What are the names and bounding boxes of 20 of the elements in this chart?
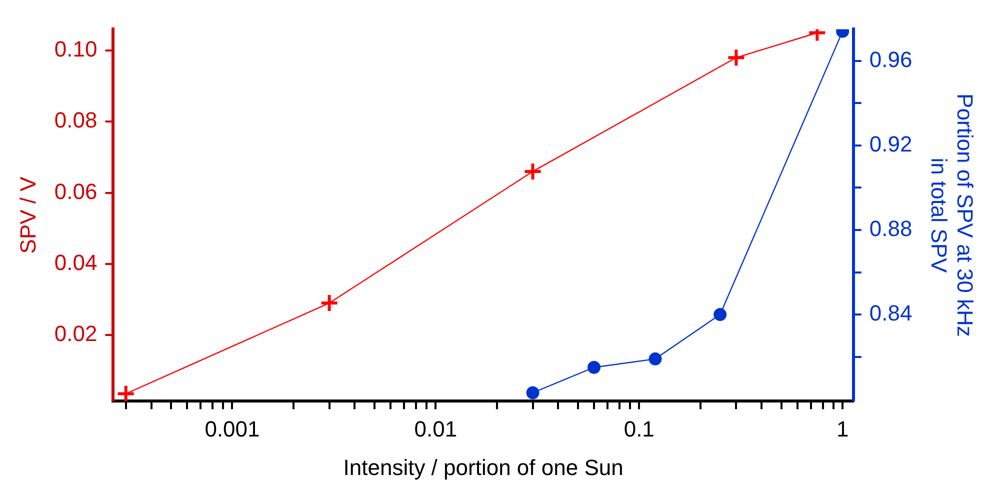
point bbox=[320, 294, 339, 313]
y-tick-label: 0.02 bbox=[54, 321, 98, 346]
x-tick-label: 0.1 bbox=[624, 416, 654, 442]
y2-tick-label: 0.84 bbox=[869, 300, 912, 326]
y2-axis-title: Portion of SPV at 30 kHz in total SPV bbox=[926, 94, 978, 337]
y-tick-label: 0.06 bbox=[54, 178, 98, 204]
y-tick-label: 0.08 bbox=[54, 108, 98, 133]
y-axis-title: SPV / V bbox=[15, 176, 40, 254]
y2-tick-label: 0.92 bbox=[869, 132, 912, 157]
x-tick-label: 0.001 bbox=[204, 416, 260, 442]
y2-tick-label: 0.96 bbox=[869, 46, 912, 72]
point bbox=[726, 48, 746, 68]
x-axis-title: Intensity / portion of one Sun bbox=[343, 454, 624, 480]
y2-tick-label: 0.88 bbox=[869, 216, 912, 242]
point bbox=[116, 384, 136, 402]
x-tick-label: 1 bbox=[836, 416, 849, 442]
y-tick-label: 0.04 bbox=[54, 250, 98, 275]
y-tick-label: 0.10 bbox=[54, 36, 98, 62]
point bbox=[523, 162, 542, 181]
x-tick-label: 0.01 bbox=[414, 416, 458, 442]
